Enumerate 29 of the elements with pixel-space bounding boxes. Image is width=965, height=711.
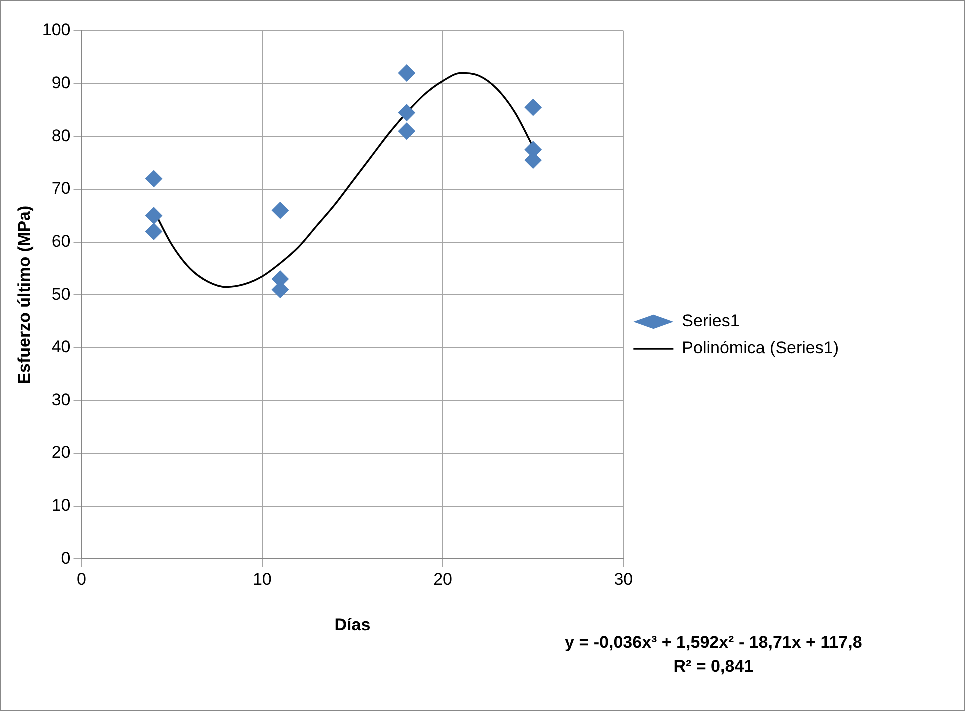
- point: [146, 207, 163, 224]
- x-tick-label: 20: [434, 570, 452, 590]
- text: R² = 0,841: [674, 656, 754, 676]
- y-tick-label: 80: [52, 126, 71, 146]
- text: y = -0,036x³ + 1,592x² - 18,71x + 117,8: [565, 632, 862, 652]
- point: [524, 99, 542, 116]
- y-tick-label: 40: [52, 338, 71, 357]
- point: [272, 202, 289, 220]
- y-tick-label: 30: [52, 390, 71, 410]
- point: [398, 104, 416, 122]
- x-axis-title: Días: [334, 615, 371, 634]
- y-tick-label: 90: [52, 74, 71, 93]
- y-tick-label: 10: [52, 496, 71, 516]
- point: [146, 223, 163, 240]
- legend-label: Series1: [682, 312, 740, 331]
- y-tick-label: 20: [52, 443, 71, 462]
- x-tick-label: 30: [614, 570, 634, 590]
- y-tick-label: 100: [42, 20, 71, 40]
- point: [398, 122, 416, 140]
- y-axis-title: Esfuerzo último (MPa): [14, 206, 34, 384]
- y-tick-label: 0: [61, 548, 71, 568]
- y-tick-label: 50: [52, 284, 71, 304]
- point: [146, 170, 163, 188]
- x-tick-label: 0: [77, 570, 86, 590]
- y-tick-label: 60: [52, 232, 71, 251]
- point: [398, 64, 416, 82]
- x-tick-label: 10: [252, 570, 272, 590]
- legend-label: Polinómica (Series1): [682, 338, 840, 358]
- y-tick-label: 70: [52, 179, 71, 198]
